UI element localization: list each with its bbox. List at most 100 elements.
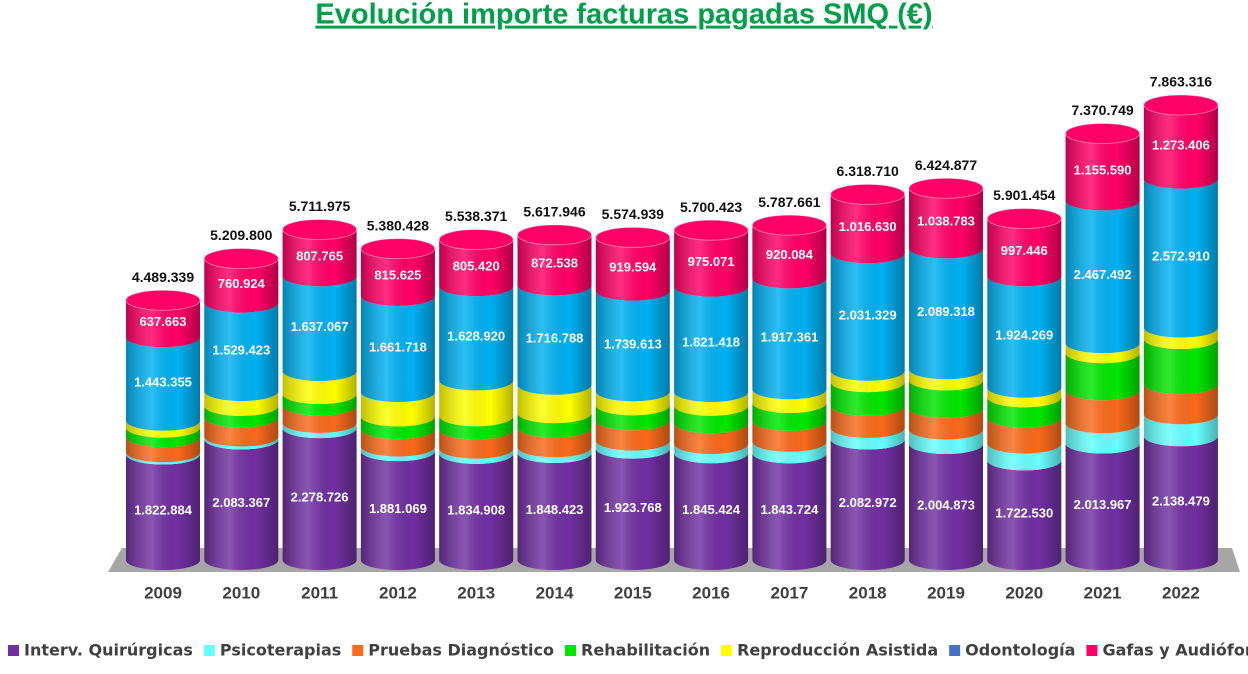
- value-label: 1.843.724: [760, 502, 819, 517]
- x-tick-label: 2021: [1084, 583, 1122, 602]
- value-label: 1.739.613: [604, 336, 662, 351]
- cylinder-shade: [674, 230, 749, 570]
- cylinder-shade: [830, 194, 905, 570]
- cylinder-shade: [126, 300, 200, 570]
- value-label: 1.661.718: [369, 339, 427, 354]
- total-label: 4.489.339: [132, 269, 194, 285]
- value-label: 760.924: [218, 276, 266, 291]
- legend-swatch: [1086, 645, 1098, 656]
- x-tick-label: 2009: [144, 583, 182, 602]
- legend-label: Interv. Quirúrgicas: [24, 641, 193, 660]
- value-label: 1.822.884: [134, 503, 193, 518]
- value-label: 637.663: [140, 314, 187, 329]
- value-label: 1.016.630: [839, 219, 897, 234]
- value-label: 1.443.355: [134, 374, 192, 389]
- value-label: 1.923.768: [604, 500, 662, 515]
- value-label: 1.834.908: [447, 502, 505, 517]
- value-label: 2.031.329: [839, 307, 897, 322]
- value-label: 1.848.423: [526, 502, 584, 517]
- x-tick-label: 2018: [849, 583, 887, 602]
- cylinder-top: [203, 248, 279, 270]
- total-label: 5.380.428: [367, 217, 429, 233]
- legend-swatch: [8, 645, 19, 656]
- cylinder-shade: [439, 239, 514, 570]
- x-tick-label: 2013: [457, 583, 495, 602]
- value-label: 1.155.590: [1074, 162, 1132, 177]
- cylinder-shade: [360, 248, 435, 570]
- legend-label: Pruebas Diagnóstico: [368, 641, 554, 660]
- value-label: 1.924.269: [995, 327, 1053, 342]
- legend-label: Rehabilitación: [581, 641, 710, 660]
- value-label: 1.917.361: [760, 329, 818, 344]
- chart-title: Evolución importe facturas pagadas SMQ (…: [315, 0, 932, 31]
- total-label: 6.318.710: [837, 163, 899, 179]
- x-tick-label: 2014: [536, 583, 574, 602]
- x-tick-label: 2017: [770, 583, 808, 602]
- value-label: 920.084: [766, 247, 814, 262]
- value-label: 975.071: [688, 254, 735, 269]
- value-label: 815.625: [374, 268, 421, 283]
- total-label: 5.787.661: [758, 194, 820, 210]
- value-label: 1.273.406: [1152, 137, 1210, 152]
- x-tick-label: 2012: [379, 583, 417, 602]
- value-label: 1.722.530: [995, 506, 1053, 521]
- cylinder-shade: [282, 229, 357, 571]
- value-label: 2.089.318: [917, 304, 975, 319]
- total-label: 5.711.975: [289, 198, 351, 214]
- value-label: 872.538: [531, 256, 578, 271]
- legend-swatch: [203, 645, 215, 656]
- cylinder-top: [986, 208, 1062, 230]
- value-label: 2.572.910: [1152, 249, 1210, 264]
- x-tick-label: 2022: [1162, 583, 1200, 602]
- legend-label: Reproducción Asistida: [737, 641, 938, 660]
- value-label: 2.082.972: [839, 495, 897, 510]
- cylinder-top: [595, 226, 671, 248]
- value-label: 2.278.726: [291, 490, 349, 505]
- x-tick-label: 2019: [927, 583, 965, 602]
- legend-swatch: [721, 645, 733, 656]
- total-label: 5.617.946: [523, 204, 585, 220]
- value-label: 1.038.783: [917, 214, 975, 229]
- value-label: 2.013.967: [1074, 497, 1132, 512]
- cylinder-shade: [752, 225, 827, 571]
- value-label: 2.138.479: [1152, 494, 1210, 509]
- cylinder-shade: [1065, 133, 1140, 570]
- total-label: 5.901.454: [993, 187, 1055, 203]
- cylinder-shade: [909, 188, 983, 570]
- total-label: 7.863.316: [1150, 74, 1212, 90]
- cylinder-shade: [1143, 105, 1218, 570]
- total-label: 5.700.423: [680, 199, 742, 215]
- value-label: 997.446: [1001, 243, 1048, 258]
- total-label: 6.424.877: [915, 157, 977, 173]
- legend-swatch: [352, 645, 364, 656]
- total-label: 7.370.749: [1071, 102, 1133, 118]
- value-label: 2.004.873: [917, 497, 975, 512]
- value-label: 1.529.423: [212, 342, 270, 357]
- value-label: 1.821.418: [682, 335, 740, 350]
- value-label: 2.467.492: [1074, 267, 1132, 282]
- value-label: 1.845.424: [682, 502, 741, 517]
- legend-label: Gafas y Audiófonos: [1102, 641, 1248, 660]
- legend-label: Psicoterapias: [220, 641, 341, 660]
- value-label: 807.765: [296, 248, 343, 263]
- value-label: 919.594: [609, 259, 657, 274]
- cylinder-top: [751, 214, 827, 236]
- cylinder-top: [1143, 94, 1219, 116]
- x-tick-label: 2015: [614, 583, 652, 602]
- cylinder-top: [1065, 123, 1141, 145]
- x-tick-label: 2010: [222, 583, 260, 602]
- value-label: 1.881.069: [369, 501, 427, 516]
- cylinder-top: [125, 289, 201, 311]
- cylinder-top: [517, 224, 592, 246]
- x-tick-label: 2011: [301, 583, 338, 602]
- cylinder-top: [908, 177, 984, 199]
- legend-swatch: [949, 645, 961, 656]
- x-tick-label: 2016: [692, 583, 730, 602]
- legend-label: Odontología: [965, 641, 1075, 660]
- total-label: 5.574.939: [602, 206, 664, 222]
- value-label: 2.083.367: [212, 495, 270, 510]
- x-tick-label: 2020: [1005, 583, 1043, 602]
- cylinder-shade: [595, 237, 670, 570]
- cylinder-top: [360, 238, 436, 260]
